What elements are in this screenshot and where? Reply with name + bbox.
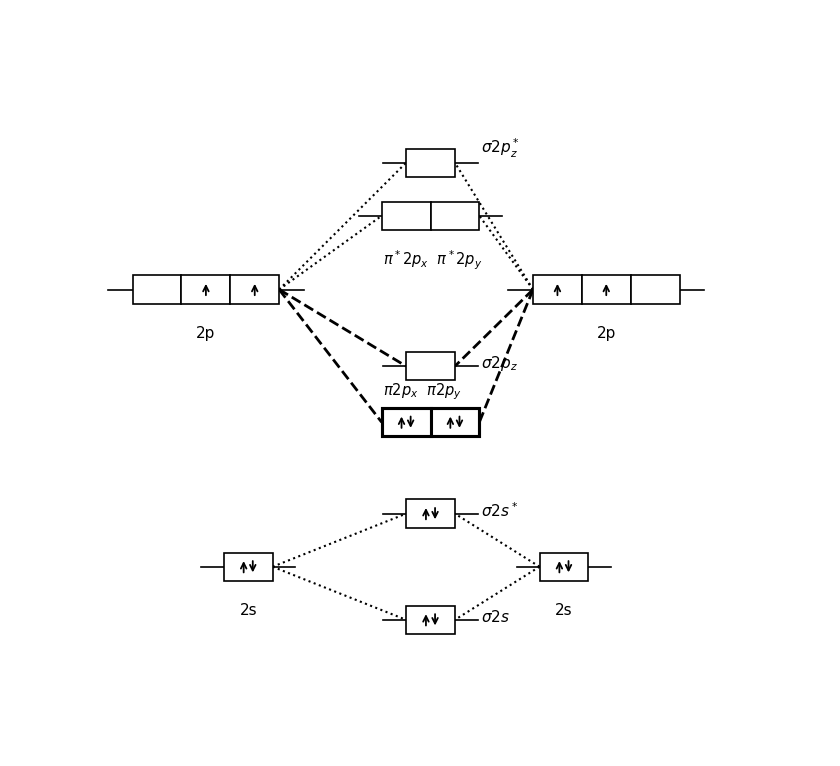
Bar <box>230 275 279 303</box>
Bar <box>539 552 588 581</box>
Bar <box>406 352 455 381</box>
Text: 2p: 2p <box>197 326 216 341</box>
Bar <box>133 275 181 303</box>
Bar <box>431 408 480 437</box>
Text: $\pi^*2p_x$  $\pi^*2p_y$: $\pi^*2p_x$ $\pi^*2p_y$ <box>383 248 482 271</box>
Bar <box>406 499 455 528</box>
Bar <box>381 201 431 230</box>
Bar <box>582 275 631 303</box>
Text: 2s: 2s <box>239 604 257 618</box>
Bar <box>381 408 480 437</box>
Bar <box>631 275 680 303</box>
Bar <box>223 552 273 581</box>
Bar <box>406 606 455 634</box>
Bar <box>431 201 480 230</box>
Text: $\sigma 2p_z^*$: $\sigma 2p_z^*$ <box>481 136 520 159</box>
Text: 2p: 2p <box>596 326 616 341</box>
Text: $\sigma 2s$: $\sigma 2s$ <box>481 609 510 625</box>
Text: $\sigma 2s^*$: $\sigma 2s^*$ <box>481 501 518 520</box>
Text: 2s: 2s <box>555 604 573 618</box>
Text: $\sigma 2p_z$: $\sigma 2p_z$ <box>481 354 517 373</box>
Bar <box>381 408 431 437</box>
Bar <box>406 149 455 177</box>
Bar <box>181 275 230 303</box>
Bar <box>533 275 582 303</box>
Text: $\pi2p_x$  $\pi2p_y$: $\pi2p_x$ $\pi2p_y$ <box>383 381 462 402</box>
